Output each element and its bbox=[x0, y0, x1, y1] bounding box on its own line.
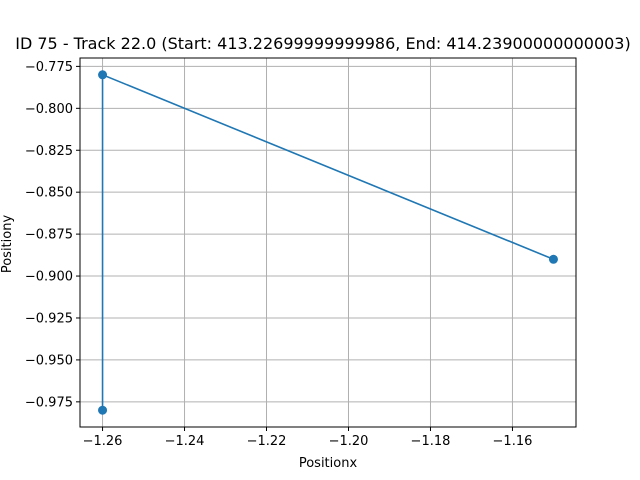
x-tick-label: −1.22 bbox=[247, 434, 287, 449]
y-tick-label: −0.800 bbox=[25, 102, 73, 117]
x-tick-label: −1.26 bbox=[83, 434, 123, 449]
x-tick-label: −1.18 bbox=[411, 434, 451, 449]
data-point bbox=[98, 405, 108, 415]
data-point bbox=[548, 254, 558, 264]
x-axis-ticks: −1.26 −1.24 −1.22 −1.20 −1.18 −1.16 bbox=[83, 427, 533, 449]
y-tick-label: −0.825 bbox=[25, 144, 73, 159]
y-tick-label: −0.875 bbox=[25, 228, 73, 243]
y-tick-label: −0.925 bbox=[25, 311, 73, 326]
y-tick-label: −0.950 bbox=[25, 353, 73, 368]
x-axis-label: Positionx bbox=[299, 456, 358, 471]
data-point bbox=[98, 70, 108, 80]
y-axis-ticks: −0.775 −0.800 −0.825 −0.850 −0.875 −0.900 −0.9… bbox=[25, 60, 80, 410]
y-tick-label: −0.775 bbox=[25, 60, 73, 75]
series-layer bbox=[98, 70, 558, 415]
x-tick-label: −1.24 bbox=[165, 434, 205, 449]
x-tick-label: −1.20 bbox=[329, 434, 369, 449]
y-tick-label: −0.975 bbox=[25, 395, 73, 410]
y-tick-label: −0.850 bbox=[25, 186, 73, 201]
grid bbox=[80, 58, 576, 427]
y-tick-label: −0.900 bbox=[25, 270, 73, 285]
y-axis-label: Positiony bbox=[0, 215, 15, 274]
chart-title: ID 75 - Track 22.0 (Start: 413.226999999… bbox=[15, 34, 630, 53]
plot-frame bbox=[79, 57, 577, 428]
x-tick-label: −1.16 bbox=[493, 434, 533, 449]
